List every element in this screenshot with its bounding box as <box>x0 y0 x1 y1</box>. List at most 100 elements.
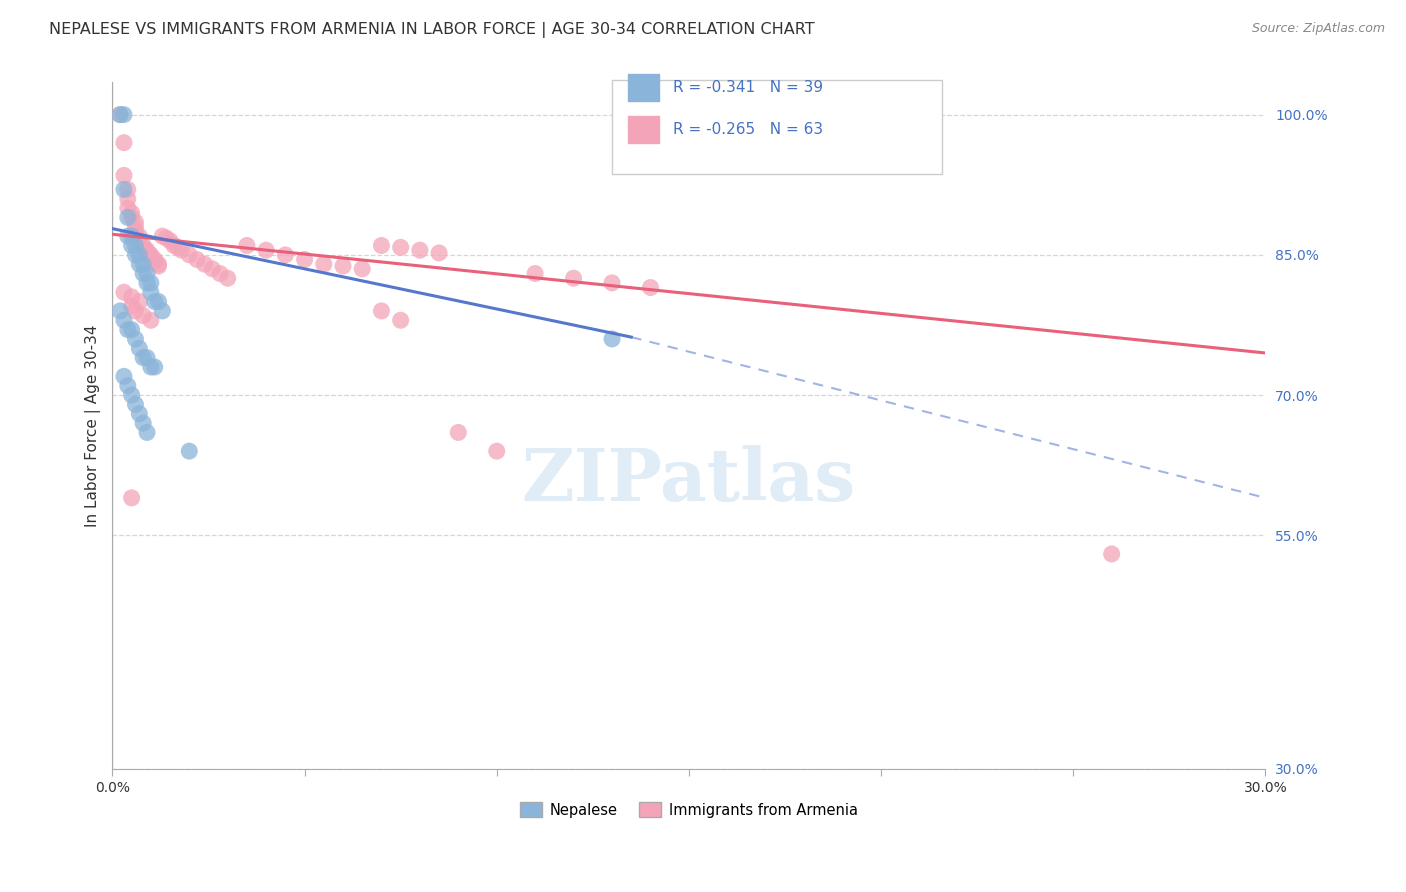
Point <box>128 407 150 421</box>
Point <box>148 259 170 273</box>
Point <box>254 243 277 257</box>
Point <box>136 267 159 281</box>
Point <box>117 229 139 244</box>
Point <box>117 182 139 196</box>
Point <box>136 351 159 365</box>
Point <box>139 248 162 262</box>
Point <box>121 491 143 505</box>
Point <box>194 257 217 271</box>
Point <box>170 243 193 257</box>
Point <box>132 257 155 271</box>
Point <box>121 211 143 225</box>
Point <box>136 243 159 257</box>
Point <box>124 248 146 262</box>
Point <box>332 259 354 273</box>
Point <box>117 378 139 392</box>
Text: ZIPatlas: ZIPatlas <box>522 445 856 516</box>
Point <box>312 257 335 271</box>
Point <box>124 238 146 252</box>
Point <box>124 224 146 238</box>
Text: Source: ZipAtlas.com: Source: ZipAtlas.com <box>1251 22 1385 36</box>
Point <box>352 261 374 276</box>
Point <box>148 294 170 309</box>
Point <box>124 219 146 234</box>
Point <box>121 323 143 337</box>
Point <box>143 254 166 268</box>
Point <box>112 369 135 384</box>
Point <box>128 234 150 248</box>
Point <box>121 229 143 244</box>
Point <box>236 238 259 252</box>
Point <box>274 248 297 262</box>
Point <box>121 388 143 402</box>
Point <box>640 280 662 294</box>
Point <box>447 425 470 440</box>
Point <box>201 261 224 276</box>
Point <box>150 304 173 318</box>
Point <box>143 252 166 267</box>
Point <box>139 313 162 327</box>
Point <box>179 248 201 262</box>
Point <box>128 248 150 262</box>
Point <box>148 257 170 271</box>
Point <box>600 276 623 290</box>
Point <box>186 252 208 267</box>
Point <box>112 285 135 300</box>
Point <box>112 182 135 196</box>
Point <box>389 240 412 254</box>
Point <box>150 229 173 244</box>
Point <box>121 290 143 304</box>
Point <box>139 276 162 290</box>
Point <box>136 276 159 290</box>
Point <box>166 240 188 254</box>
Legend: Nepalese, Immigrants from Armenia: Nepalese, Immigrants from Armenia <box>515 797 863 823</box>
Point <box>112 107 135 121</box>
Point <box>112 136 135 150</box>
Point <box>217 271 239 285</box>
Point <box>121 238 143 252</box>
Point <box>143 294 166 309</box>
Point <box>1101 547 1123 561</box>
Point <box>163 238 186 252</box>
Point <box>409 243 432 257</box>
Point <box>117 323 139 337</box>
Point <box>121 206 143 220</box>
Point <box>132 309 155 323</box>
Point <box>128 229 150 244</box>
Point <box>294 252 316 267</box>
Point <box>132 240 155 254</box>
Point <box>117 201 139 215</box>
Point <box>132 351 155 365</box>
Point <box>139 359 162 374</box>
Point <box>132 267 155 281</box>
Point <box>108 304 131 318</box>
Point <box>370 304 392 318</box>
Text: R = -0.341   N = 39: R = -0.341 N = 39 <box>673 80 824 95</box>
Point <box>370 238 392 252</box>
Point <box>524 267 547 281</box>
Point <box>128 257 150 271</box>
Point <box>159 234 181 248</box>
Point <box>128 341 150 355</box>
Text: R = -0.265   N = 63: R = -0.265 N = 63 <box>673 122 824 137</box>
Point <box>108 107 131 121</box>
Point <box>562 271 585 285</box>
Point <box>124 304 146 318</box>
Text: NEPALESE VS IMMIGRANTS FROM ARMENIA IN LABOR FORCE | AGE 30-34 CORRELATION CHART: NEPALESE VS IMMIGRANTS FROM ARMENIA IN L… <box>49 22 815 38</box>
Point <box>427 246 450 260</box>
Point <box>112 169 135 183</box>
Point <box>117 211 139 225</box>
Point <box>121 299 143 313</box>
Point <box>132 238 155 252</box>
Point <box>389 313 412 327</box>
Point <box>132 416 155 430</box>
Point <box>124 332 146 346</box>
Point <box>136 425 159 440</box>
Y-axis label: In Labor Force | Age 30-34: In Labor Force | Age 30-34 <box>86 324 101 526</box>
Point <box>208 267 231 281</box>
Point <box>136 245 159 260</box>
Point <box>155 231 177 245</box>
Point <box>139 250 162 264</box>
Point <box>124 215 146 229</box>
Point <box>108 107 131 121</box>
